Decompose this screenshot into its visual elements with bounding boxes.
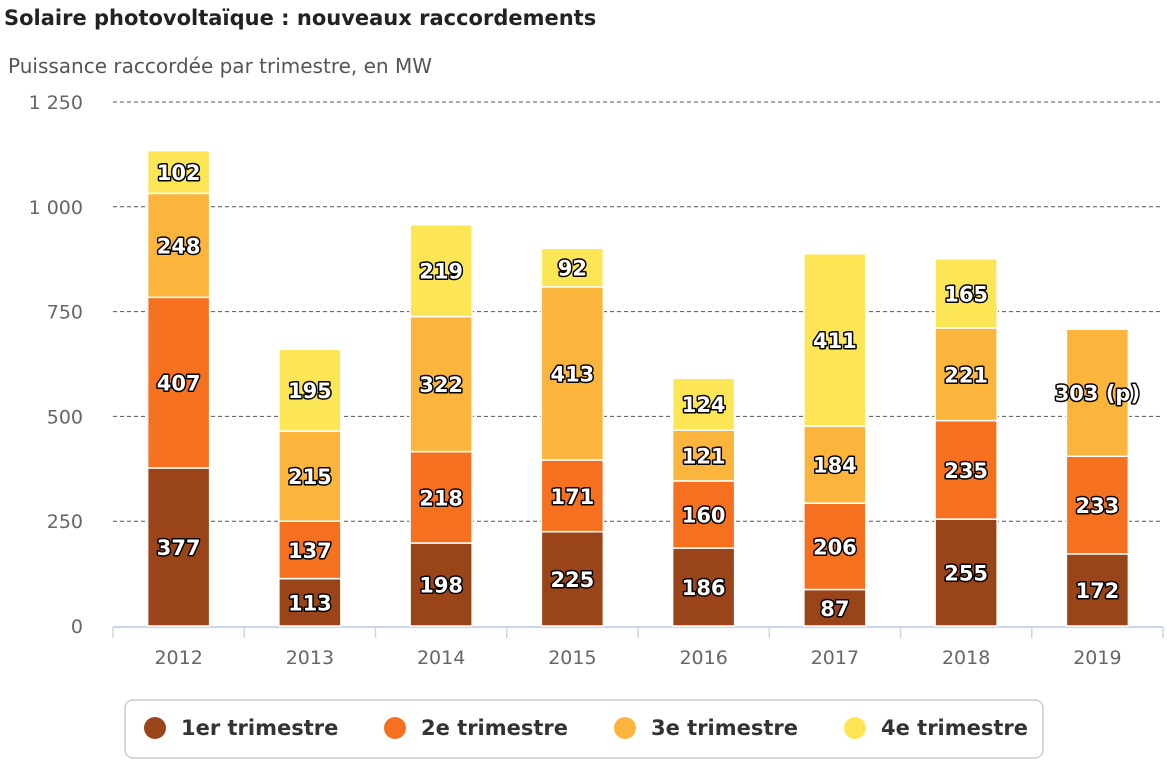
data-label: 255 <box>944 562 988 586</box>
x-tick-label: 2019 <box>1073 647 1121 669</box>
bar-segment <box>409 450 473 544</box>
data-label: 198 <box>419 573 463 597</box>
bar-segment <box>1065 455 1130 555</box>
bar-segment <box>803 253 867 427</box>
bar-segment <box>409 224 473 318</box>
bar-segment <box>1065 553 1130 627</box>
data-label: 195 <box>288 379 332 403</box>
x-tick-label: 2013 <box>286 647 334 669</box>
bar-segment <box>934 258 998 329</box>
data-label: 92 <box>558 257 587 281</box>
y-tick-label: 250 <box>47 511 83 533</box>
data-label: 171 <box>550 485 594 509</box>
data-label: 165 <box>944 282 988 306</box>
bar-segment <box>934 518 998 627</box>
data-label: 407 <box>157 372 201 396</box>
legend-box <box>124 699 1044 759</box>
bar-segment <box>671 547 736 627</box>
data-label: 377 <box>157 536 201 560</box>
legend-label: 2e trimestre <box>421 716 568 740</box>
y-tick-label: 500 <box>47 406 83 428</box>
bar-segment <box>146 149 211 195</box>
x-tick-label: 2016 <box>679 647 727 669</box>
legend-label: 4e trimestre <box>881 716 1028 740</box>
legend-label: 1er trimestre <box>181 716 338 740</box>
bar-segment <box>803 425 867 504</box>
bar-segment <box>278 430 342 522</box>
x-tick-label: 2015 <box>548 647 596 669</box>
data-label: 413 <box>550 362 594 386</box>
bar-segment <box>409 542 473 627</box>
bar-segment <box>671 480 736 549</box>
data-label: 218 <box>419 486 463 510</box>
bar-segment <box>540 459 605 533</box>
chart-subtitle: Puissance raccordée par trimestre, en MW <box>8 54 432 78</box>
data-label: 221 <box>944 363 988 387</box>
bar-segment <box>934 327 998 422</box>
x-tick-label: 2014 <box>417 647 465 669</box>
x-tick-label: 2012 <box>154 647 202 669</box>
data-label: 322 <box>419 373 463 397</box>
x-tick-label: 2018 <box>942 647 990 669</box>
legend-marker <box>384 717 406 739</box>
data-label: 124 <box>682 393 726 417</box>
data-label: 137 <box>288 539 332 563</box>
data-label: 225 <box>550 568 594 592</box>
legend-marker <box>614 717 636 739</box>
legend-marker <box>144 717 166 739</box>
bar-segment <box>278 348 342 432</box>
bar-segment <box>671 377 736 431</box>
data-label: 215 <box>288 465 332 489</box>
legend-marker <box>844 717 866 739</box>
bar-segment <box>803 502 867 591</box>
data-label: 184 <box>813 454 857 478</box>
data-label: 102 <box>157 161 201 185</box>
data-label: 235 <box>944 459 988 483</box>
y-tick-label: 1 000 <box>29 197 83 219</box>
bar-segment <box>934 419 998 520</box>
bar-segment <box>409 315 473 453</box>
bar-segment <box>1065 328 1130 457</box>
bar-segment <box>278 520 342 580</box>
data-label: 160 <box>682 503 726 527</box>
bar-segment <box>671 429 736 482</box>
data-label: 303 (p) <box>1055 382 1140 406</box>
legend-label: 3e trimestre <box>651 716 798 740</box>
chart-title: Solaire photovoltaïque : nouveaux raccor… <box>4 6 596 30</box>
y-tick-label: 1 250 <box>29 92 83 114</box>
y-tick-label: 750 <box>47 302 83 324</box>
x-tick-label: 2017 <box>811 647 859 669</box>
bar-segment <box>540 247 605 288</box>
data-label: 233 <box>1075 494 1119 518</box>
bar-segment <box>540 286 605 461</box>
data-label: 219 <box>419 260 463 284</box>
bar-segment <box>278 577 342 627</box>
data-label: 248 <box>157 234 201 258</box>
data-label: 113 <box>288 591 332 615</box>
data-label: 121 <box>682 445 726 469</box>
data-label: 172 <box>1075 579 1119 603</box>
data-label: 411 <box>813 329 857 353</box>
y-tick-label: 0 <box>71 616 83 638</box>
data-label: 206 <box>813 535 857 559</box>
bar-segment <box>540 530 605 627</box>
data-label: 186 <box>682 576 726 600</box>
data-label: 87 <box>820 597 849 621</box>
